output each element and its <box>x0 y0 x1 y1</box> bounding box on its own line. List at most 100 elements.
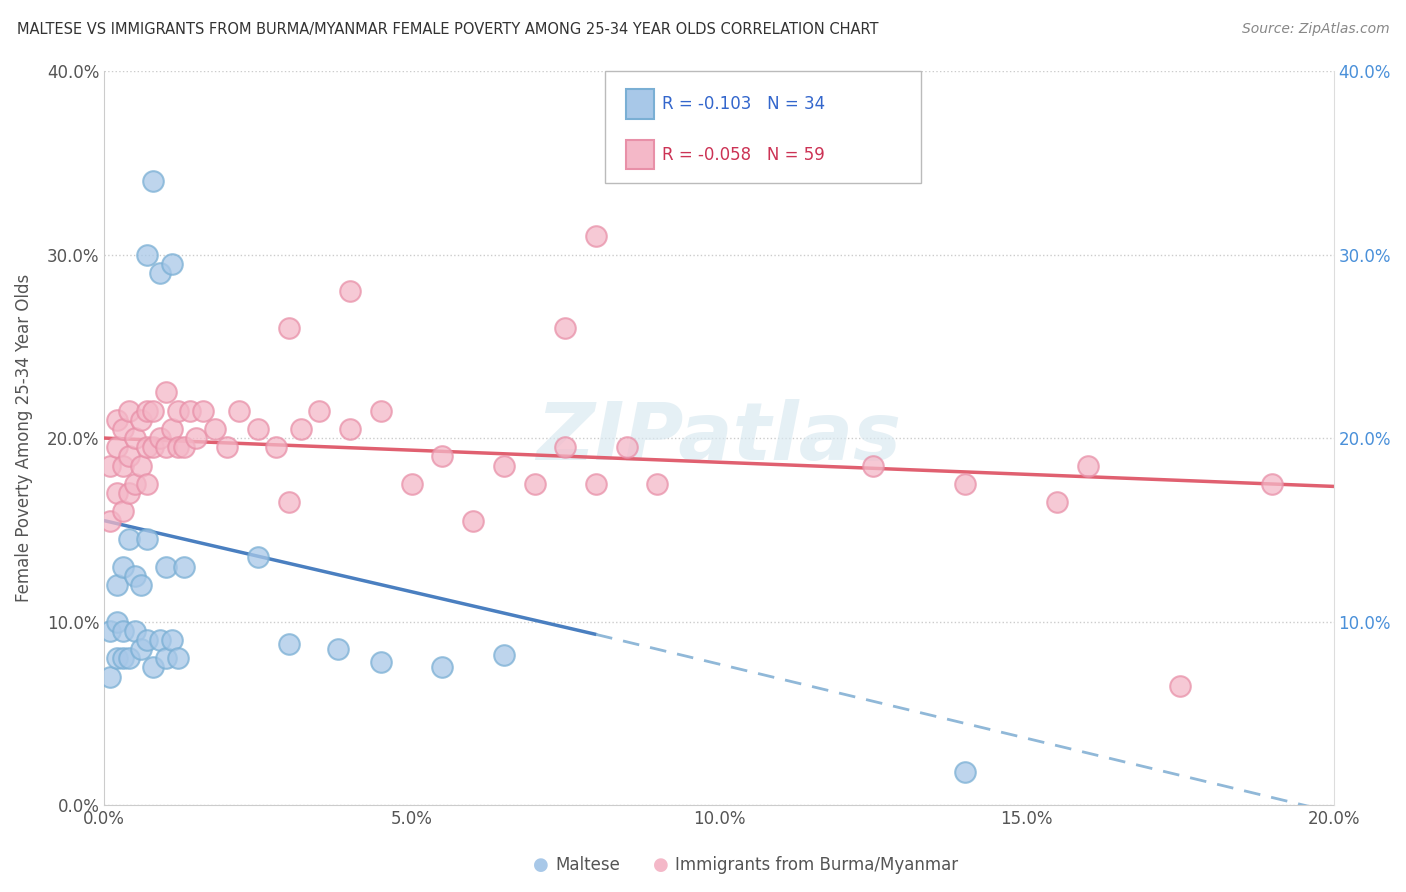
Point <box>1168 679 1191 693</box>
Point <box>111 458 134 473</box>
Point <box>308 403 330 417</box>
Point <box>616 440 638 454</box>
Point <box>111 422 134 436</box>
Point <box>111 624 134 638</box>
Point <box>136 632 159 647</box>
Point <box>111 651 134 665</box>
Point <box>953 477 976 491</box>
Point <box>217 440 239 454</box>
Point <box>100 514 122 528</box>
Text: ●: ● <box>652 856 669 874</box>
Point <box>461 514 484 528</box>
Point <box>105 615 128 629</box>
Point <box>105 578 128 592</box>
Point <box>155 385 177 400</box>
Point <box>118 450 141 464</box>
Point <box>100 670 122 684</box>
Point <box>148 431 170 445</box>
Point <box>118 651 141 665</box>
Point <box>492 648 515 662</box>
Point <box>100 624 122 638</box>
Point <box>136 532 159 546</box>
Text: ZIPatlas: ZIPatlas <box>537 399 901 477</box>
Point <box>953 765 976 780</box>
Point <box>129 642 152 657</box>
Point <box>136 440 159 454</box>
Point <box>339 285 361 299</box>
Point <box>105 486 128 500</box>
Point <box>118 403 141 417</box>
Point <box>1046 495 1069 509</box>
Point <box>124 431 146 445</box>
Text: Source: ZipAtlas.com: Source: ZipAtlas.com <box>1241 22 1389 37</box>
Point <box>136 403 159 417</box>
Point <box>124 477 146 491</box>
Point <box>290 422 312 436</box>
Point <box>142 660 165 674</box>
Point <box>228 403 250 417</box>
Point <box>155 440 177 454</box>
Point <box>277 637 299 651</box>
Point <box>124 568 146 582</box>
Point <box>246 422 269 436</box>
Point <box>129 578 152 592</box>
Point <box>136 477 159 491</box>
Point <box>191 403 214 417</box>
Point <box>370 655 392 669</box>
Point <box>523 477 546 491</box>
Point <box>129 413 152 427</box>
Point <box>155 559 177 574</box>
Text: R = -0.103   N = 34: R = -0.103 N = 34 <box>662 95 825 113</box>
Point <box>179 403 201 417</box>
Point <box>148 632 170 647</box>
Point <box>148 266 170 280</box>
Text: R = -0.058   N = 59: R = -0.058 N = 59 <box>662 145 825 164</box>
Point <box>204 422 226 436</box>
Text: ●: ● <box>533 856 550 874</box>
Point <box>136 247 159 261</box>
Point <box>277 321 299 335</box>
Point <box>432 660 454 674</box>
Point <box>111 559 134 574</box>
Point <box>167 651 190 665</box>
Point <box>1261 477 1284 491</box>
Point <box>647 477 669 491</box>
Point <box>585 477 607 491</box>
Point <box>186 431 208 445</box>
Point <box>167 403 190 417</box>
Point <box>142 440 165 454</box>
Point <box>124 624 146 638</box>
Point <box>401 477 423 491</box>
Point <box>554 321 576 335</box>
Point <box>585 229 607 244</box>
Point <box>173 440 195 454</box>
Point <box>160 422 183 436</box>
Point <box>862 458 884 473</box>
Point <box>142 403 165 417</box>
Point <box>246 550 269 565</box>
Y-axis label: Female Poverty Among 25-34 Year Olds: Female Poverty Among 25-34 Year Olds <box>15 274 32 602</box>
Point <box>160 632 183 647</box>
Point <box>326 642 349 657</box>
Point <box>339 422 361 436</box>
Point <box>155 651 177 665</box>
Point <box>173 559 195 574</box>
Point <box>118 486 141 500</box>
Point <box>266 440 288 454</box>
Point <box>142 174 165 188</box>
Text: Maltese: Maltese <box>555 856 620 874</box>
Point <box>129 458 152 473</box>
Point <box>167 440 190 454</box>
Point <box>118 532 141 546</box>
Point <box>277 495 299 509</box>
Point <box>1077 458 1099 473</box>
Point <box>160 257 183 271</box>
Point <box>105 413 128 427</box>
Point <box>100 458 122 473</box>
Point <box>105 651 128 665</box>
Point <box>492 458 515 473</box>
Point <box>554 440 576 454</box>
Text: Immigrants from Burma/Myanmar: Immigrants from Burma/Myanmar <box>675 856 957 874</box>
Point <box>111 504 134 518</box>
Point <box>370 403 392 417</box>
